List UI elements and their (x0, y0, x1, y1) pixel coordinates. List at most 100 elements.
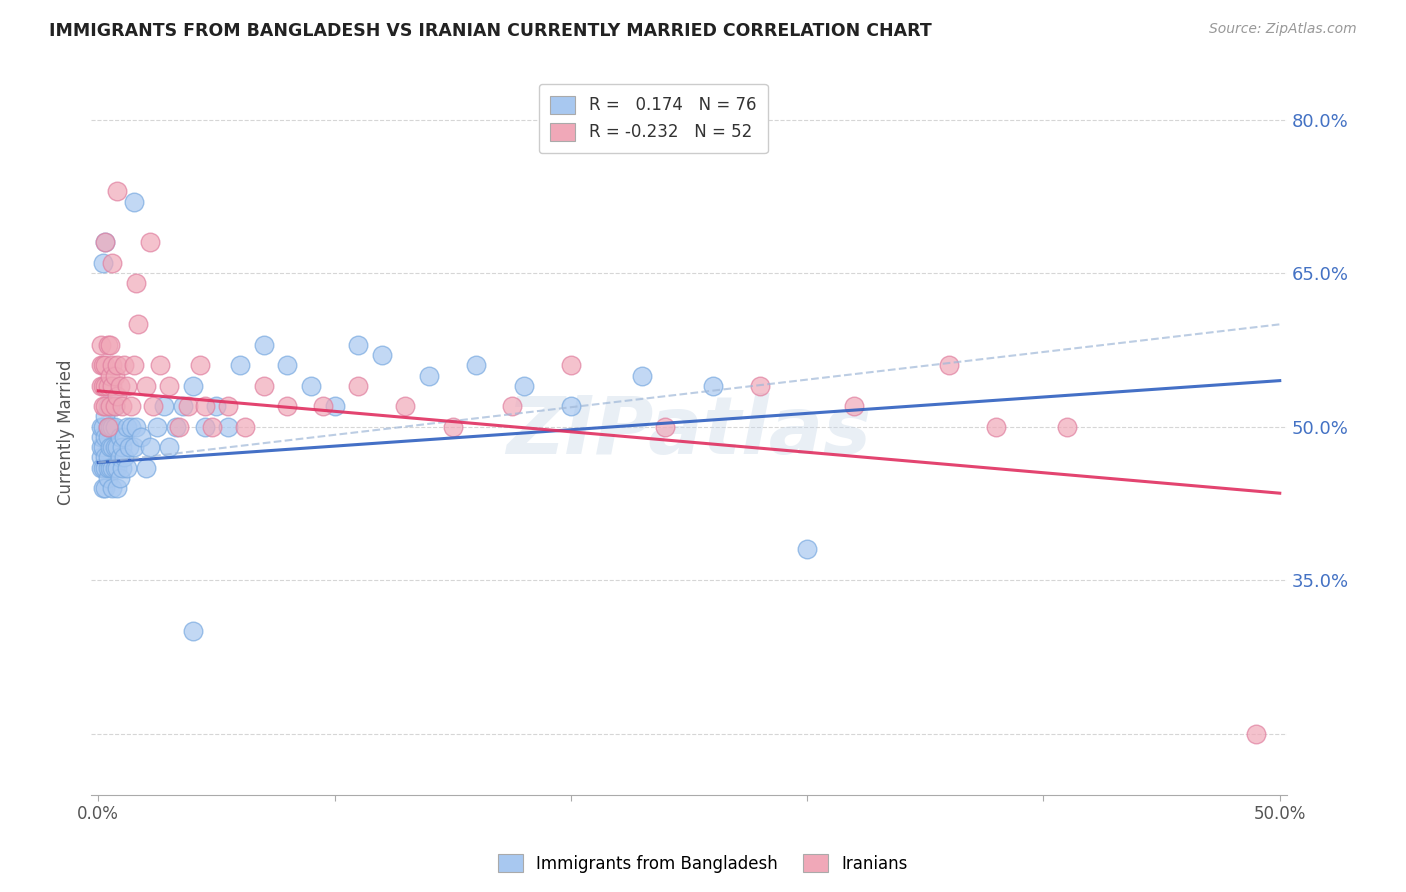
Point (153, 399, 176, 413)
Point (97, 460, 120, 475)
Point (347, 338, 370, 352)
Point (91, 460, 114, 475)
Point (105, 440, 128, 454)
Point (94, 235, 117, 250)
Point (90, 450, 112, 465)
Point (94, 481, 117, 495)
Point (120, 399, 142, 413)
Point (98, 378, 121, 392)
Point (157, 440, 180, 454)
Text: IMMIGRANTS FROM BANGLADESH VS IRANIAN CURRENTLY MARRIED CORRELATION CHART: IMMIGRANTS FROM BANGLADESH VS IRANIAN CU… (49, 22, 932, 40)
Point (323, 399, 346, 413)
Point (111, 399, 134, 413)
Point (702, 378, 724, 392)
Point (94, 235, 117, 250)
Point (94, 409, 117, 424)
Text: ZIPatlas: ZIPatlas (506, 392, 872, 471)
Point (134, 460, 156, 475)
Point (90, 378, 112, 392)
Point (177, 399, 200, 413)
Legend: Immigrants from Bangladesh, Iranians: Immigrants from Bangladesh, Iranians (492, 847, 914, 880)
Point (844, 399, 866, 413)
Point (371, 348, 394, 362)
Point (90, 430, 112, 444)
Point (139, 235, 162, 250)
Point (112, 450, 135, 465)
Point (97, 430, 120, 444)
Point (104, 460, 127, 475)
Point (165, 419, 187, 434)
Point (1244, 726, 1267, 740)
Point (233, 419, 256, 434)
Point (276, 359, 298, 373)
Point (146, 419, 169, 434)
Point (1056, 419, 1078, 434)
Point (91, 419, 114, 434)
Point (98, 460, 121, 475)
Point (105, 460, 128, 475)
Point (630, 368, 652, 383)
Point (167, 419, 190, 434)
Point (98, 368, 121, 383)
Point (97, 450, 120, 465)
Point (90, 359, 112, 373)
Point (101, 460, 124, 475)
Point (205, 399, 228, 413)
Point (157, 378, 180, 392)
Point (97, 419, 120, 434)
Point (104, 368, 127, 383)
Point (101, 440, 124, 454)
Point (465, 359, 488, 373)
Point (105, 184, 128, 198)
Point (98, 440, 121, 454)
Point (134, 378, 156, 392)
Point (97, 419, 120, 434)
Point (118, 440, 141, 454)
Point (181, 378, 204, 392)
Point (104, 419, 127, 434)
Point (115, 460, 138, 475)
Point (91, 399, 114, 413)
Point (94, 460, 117, 475)
Point (94, 450, 117, 465)
Point (312, 399, 335, 413)
Point (105, 481, 128, 495)
Point (560, 359, 582, 373)
Point (394, 399, 416, 413)
Point (108, 430, 131, 444)
Point (115, 419, 138, 434)
Point (181, 624, 204, 639)
Point (94, 399, 117, 413)
Point (441, 419, 464, 434)
Point (149, 359, 172, 373)
Point (108, 450, 131, 465)
Point (142, 399, 165, 413)
Point (501, 399, 523, 413)
Point (91, 481, 114, 495)
Point (122, 440, 145, 454)
Point (108, 378, 131, 392)
Point (347, 378, 370, 392)
Point (194, 399, 217, 413)
Point (122, 359, 145, 373)
Point (91, 440, 114, 454)
Point (188, 359, 211, 373)
Point (104, 440, 127, 454)
Point (90, 440, 112, 454)
Point (938, 359, 960, 373)
Point (101, 378, 124, 392)
Point (90, 460, 112, 475)
Point (122, 194, 145, 209)
Point (111, 460, 134, 475)
Y-axis label: Currently Married: Currently Married (58, 359, 75, 505)
Point (94, 430, 117, 444)
Point (97, 378, 120, 392)
Point (91, 359, 114, 373)
Point (111, 440, 134, 454)
Point (112, 359, 135, 373)
Point (129, 430, 152, 444)
Point (217, 419, 239, 434)
Point (120, 419, 142, 434)
Point (94, 378, 117, 392)
Point (418, 368, 440, 383)
